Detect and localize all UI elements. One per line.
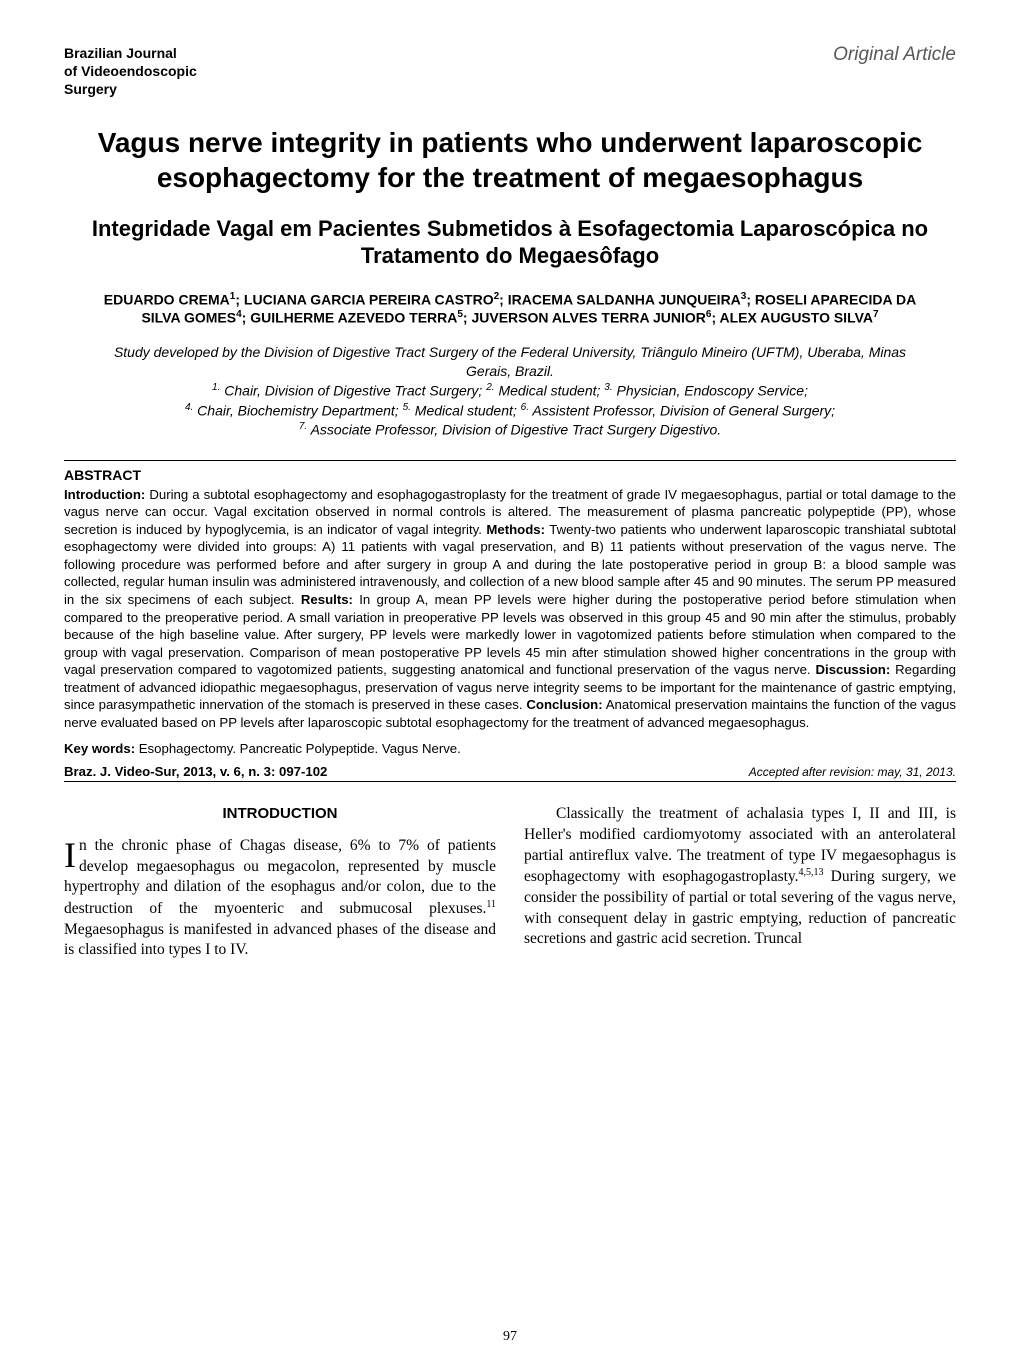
title-portuguese: Integridade Vagal em Pacientes Submetido… bbox=[88, 215, 932, 270]
study-developed-line: Study developed by the Division of Diges… bbox=[114, 344, 906, 379]
body-column-right: Classically the treatment of achalasia t… bbox=[524, 804, 956, 961]
author-5: GUILHERME AZEVEDO TERRA bbox=[250, 310, 457, 326]
keywords-label: Key words: bbox=[64, 741, 135, 756]
journal-name: Brazilian Journal of Videoendoscopic Sur… bbox=[64, 44, 197, 99]
dropcap-letter: I bbox=[64, 836, 79, 870]
section-introduction-heading: INTRODUCTION bbox=[64, 804, 496, 824]
page-number: 97 bbox=[0, 1329, 1020, 1345]
aff-text-2: Medical student; bbox=[495, 383, 605, 399]
abstract-label-discussion: Discussion: bbox=[816, 662, 891, 677]
aff-text-1: Chair, Division of Digestive Tract Surge… bbox=[220, 383, 486, 399]
aff-text-3: Physician, Endoscopy Service; bbox=[613, 383, 808, 399]
keywords-line: Key words: Esophagectomy. Pancreatic Pol… bbox=[64, 741, 956, 756]
abstract-label-methods: Methods: bbox=[486, 522, 545, 537]
journal-line-1: Brazilian Journal bbox=[64, 45, 177, 61]
body-columns: INTRODUCTION In the chronic phase of Cha… bbox=[64, 804, 956, 961]
author-7-sup: 7 bbox=[873, 309, 879, 320]
author-sep-1: ; bbox=[235, 291, 244, 307]
intro-paragraph-2: Classically the treatment of achalasia t… bbox=[524, 804, 956, 949]
aff-text-5: Medical student; bbox=[411, 402, 521, 418]
citation-row: Braz. J. Video-Sur, 2013, v. 6, n. 3: 09… bbox=[64, 764, 956, 782]
intro-p1-main: n the chronic phase of Chagas disease, 6… bbox=[64, 837, 496, 917]
top-bar: Brazilian Journal of Videoendoscopic Sur… bbox=[64, 44, 956, 99]
abstract-body: Introduction: During a subtotal esophage… bbox=[64, 486, 956, 732]
abstract-label-results: Results: bbox=[301, 592, 353, 607]
intro-paragraph-1: In the chronic phase of Chagas disease, … bbox=[64, 836, 496, 961]
article-type: Original Article bbox=[833, 44, 956, 66]
journal-line-3: Surgery bbox=[64, 81, 117, 97]
abstract-label-conclusion: Conclusion: bbox=[526, 697, 602, 712]
journal-line-2: of Videoendoscopic bbox=[64, 63, 197, 79]
author-sep-2: ; bbox=[499, 291, 508, 307]
affiliations-block: Study developed by the Division of Diges… bbox=[92, 343, 928, 439]
aff-sup-5: 5. bbox=[403, 402, 411, 413]
author-6: JUVERSON ALVES TERRA JUNIOR bbox=[471, 310, 705, 326]
abstract-top-rule bbox=[64, 460, 956, 461]
author-3: IRACEMA SALDANHA JUNQUEIRA bbox=[508, 291, 741, 307]
author-7: ALEX AUGUSTO SILVA bbox=[720, 310, 874, 326]
abstract-heading: ABSTRACT bbox=[64, 467, 956, 483]
intro-p1-tail: Megaesophagus is manifested in advanced … bbox=[64, 921, 496, 959]
aff-sup-3: 3. bbox=[604, 382, 612, 393]
authors-block: EDUARDO CREMA1; LUCIANA GARCIA PEREIRA C… bbox=[88, 290, 932, 328]
accepted-text: Accepted after revision: may, 31, 2013. bbox=[749, 765, 956, 779]
aff-sup-6: 6. bbox=[521, 402, 529, 413]
aff-text-7: Associate Professor, Division of Digesti… bbox=[307, 422, 721, 438]
author-1: EDUARDO CREMA bbox=[104, 291, 230, 307]
abstract-label-introduction: Introduction: bbox=[64, 487, 145, 502]
aff-sup-7: 7. bbox=[299, 421, 307, 432]
aff-text-4: Chair, Biochemistry Department; bbox=[193, 402, 402, 418]
author-sep-4: ; bbox=[242, 310, 251, 326]
keywords-text: Esophagectomy. Pancreatic Polypeptide. V… bbox=[135, 741, 461, 756]
citation-text: Braz. J. Video-Sur, 2013, v. 6, n. 3: 09… bbox=[64, 764, 327, 779]
author-sep-3: ; bbox=[746, 291, 755, 307]
intro-p1-sup: 11 bbox=[486, 899, 496, 910]
page: Brazilian Journal of Videoendoscopic Sur… bbox=[0, 0, 1020, 1359]
aff-text-6: Assistent Professor, Division of General… bbox=[529, 402, 835, 418]
aff-sup-2: 2. bbox=[486, 382, 494, 393]
intro-p2-sup: 4,5,13 bbox=[799, 867, 824, 878]
body-column-left: INTRODUCTION In the chronic phase of Cha… bbox=[64, 804, 496, 961]
author-2: LUCIANA GARCIA PEREIRA CASTRO bbox=[244, 291, 494, 307]
title-english: Vagus nerve integrity in patients who un… bbox=[88, 125, 932, 195]
author-sep-6: ; bbox=[711, 310, 719, 326]
